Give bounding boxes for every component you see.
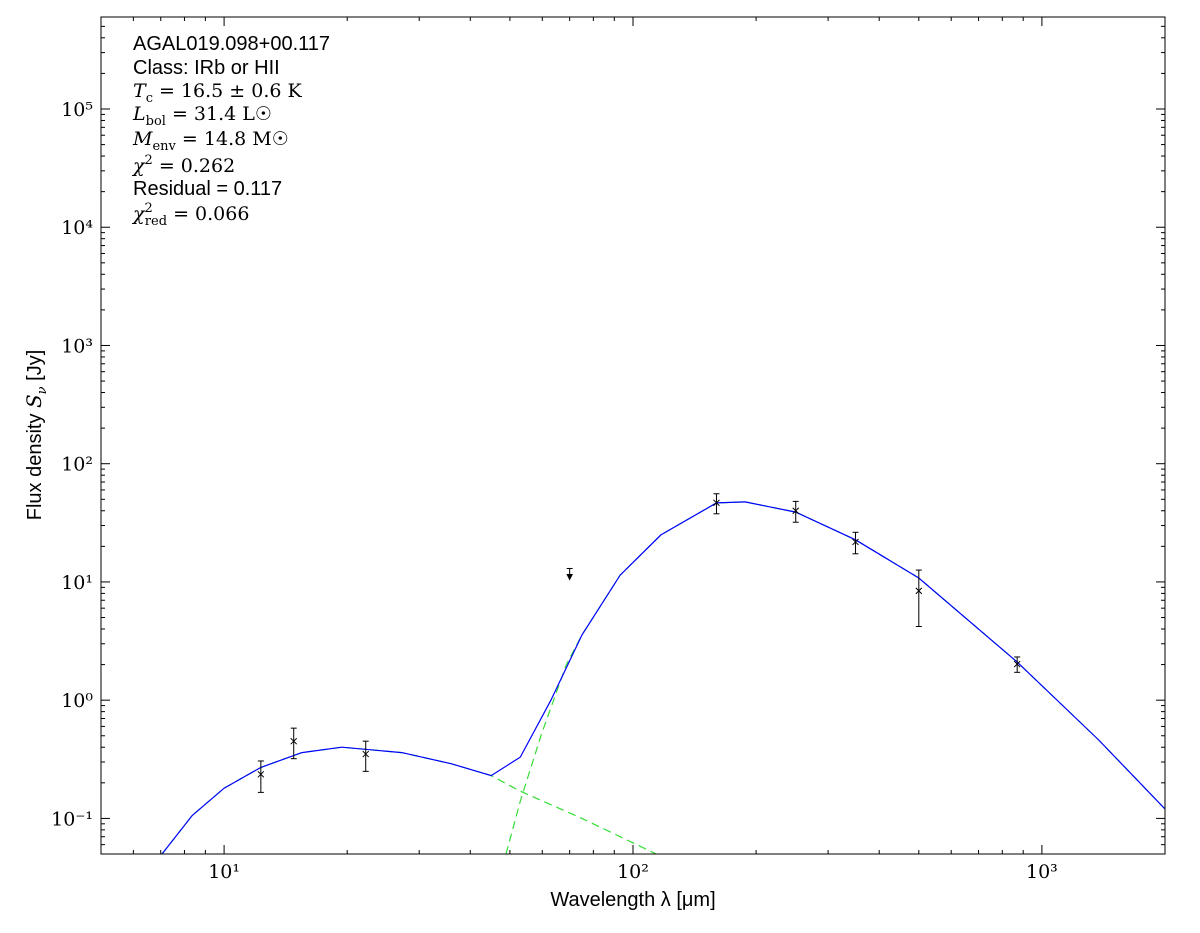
annotation: AGAL019.098+00.117 [133, 33, 330, 55]
label-part: χ [131, 203, 146, 225]
label-part: red [145, 214, 167, 229]
upper-limit-arrow [566, 573, 573, 581]
annotation: χ2 red = 0.066 [131, 201, 249, 229]
data-point [915, 587, 923, 595]
label-part: L [132, 103, 146, 125]
error-bar [362, 740, 369, 772]
annotation: Lbol = 31.4 L☉ [132, 103, 272, 129]
data-point [362, 750, 370, 758]
error-bar [852, 531, 859, 555]
label-part: bol [146, 114, 166, 129]
error-bar [290, 727, 297, 760]
data-point [713, 499, 720, 507]
curves [161, 493, 1165, 854]
label-part: [Jy] [24, 350, 46, 387]
y-tick-label: 10¹ [61, 572, 93, 594]
annotation: χ2 = 0.262 [131, 153, 235, 177]
label-part: 2 [145, 153, 153, 168]
annotation: Class: IRb or HII [133, 57, 280, 79]
annotation: Menv = 14.8 M☉ [132, 128, 289, 154]
label-part: = 14.8 M☉ [176, 128, 289, 150]
data-point [257, 770, 265, 778]
label-part: χ [131, 155, 146, 177]
label-part: T [133, 80, 147, 102]
y-tick-label: 10² [61, 454, 93, 476]
label-part: = 16.5 ± 0.6 K [153, 80, 303, 102]
label-part: ν [35, 386, 50, 394]
annotation: Tc = 16.5 ± 0.6 K [133, 80, 303, 106]
error-bar [915, 569, 922, 627]
error-bar [257, 760, 264, 793]
label-part: = 31.4 L☉ [166, 103, 272, 125]
data-point [852, 538, 859, 546]
model-curve [161, 501, 1165, 854]
data-point [290, 737, 298, 745]
label-part: 2 [145, 201, 153, 216]
annotation: Residual = 0.117 [133, 178, 282, 200]
plot-area [101, 17, 1165, 854]
label-part: Flux density [24, 408, 46, 520]
x-tick-label: 10³ [1026, 861, 1058, 883]
data-point [1013, 660, 1021, 668]
label-part: = 0.262 [153, 155, 235, 177]
label-part: S [22, 394, 46, 408]
label-part: c [146, 91, 153, 106]
y-tick-label: 10³ [61, 335, 93, 357]
y-axis-label: Flux density Sν [Jy] [22, 350, 50, 521]
x-tick-label: 10¹ [208, 861, 240, 883]
label-part: = 0.066 [167, 203, 249, 225]
label-part: M [132, 128, 153, 150]
x-tick-label: 10² [617, 861, 649, 883]
y-tick-label: 10⁰ [61, 690, 93, 712]
y-tick-label: 10⁴ [61, 217, 93, 239]
y-tick-label: 10⁵ [61, 99, 93, 121]
x-axis-label: Wavelength λ [μm] [550, 889, 715, 911]
y-tick-label: 10⁻¹ [51, 808, 93, 830]
upper-limit [566, 567, 573, 581]
error-bar [713, 493, 720, 515]
label-part: env [152, 139, 176, 154]
error-bar [792, 500, 799, 523]
data-point [792, 507, 800, 515]
